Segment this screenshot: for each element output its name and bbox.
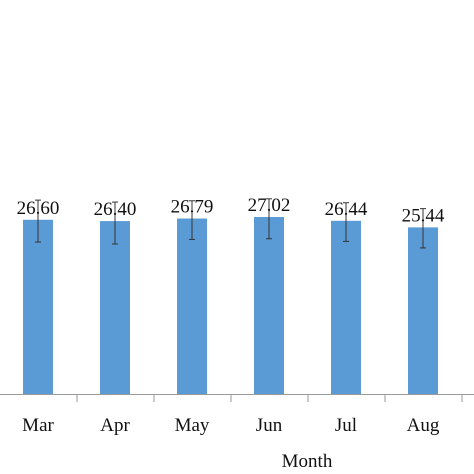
- bar-apr: [100, 221, 130, 394]
- x-tick-label-apr: Apr: [100, 415, 130, 436]
- x-axis: [0, 394, 474, 402]
- bar-jul: [331, 220, 361, 394]
- bar-aug: [408, 227, 438, 394]
- value-label-aug: 25.44: [402, 205, 445, 226]
- x-tick-label-mar: Mar: [22, 415, 54, 436]
- value-label-jun: 27.02: [248, 195, 291, 216]
- value-label-may: 26.79: [171, 197, 214, 218]
- x-tick-labels-layer: Mar Apr May Jun Jul Aug: [22, 415, 440, 436]
- value-label-apr: 26.40: [94, 199, 137, 220]
- x-tick-label-may: May: [175, 415, 210, 436]
- x-tick-label-jul: Jul: [335, 415, 357, 436]
- bar-mar: [23, 219, 53, 394]
- value-label-jul: 26.44: [325, 199, 368, 220]
- value-labels-layer: 26.60 26.40 26.79 27.02 26.44 25.44: [17, 195, 445, 226]
- x-axis-title: Month: [282, 451, 333, 472]
- value-label-mar: 26.60: [17, 198, 60, 219]
- x-tick-label-jun: Jun: [256, 415, 283, 436]
- error-bars-layer: [35, 198, 426, 249]
- bars-layer: [23, 217, 438, 394]
- bar-jun: [254, 217, 284, 394]
- bar-may: [177, 218, 207, 394]
- x-tick-label-aug: Aug: [407, 415, 440, 436]
